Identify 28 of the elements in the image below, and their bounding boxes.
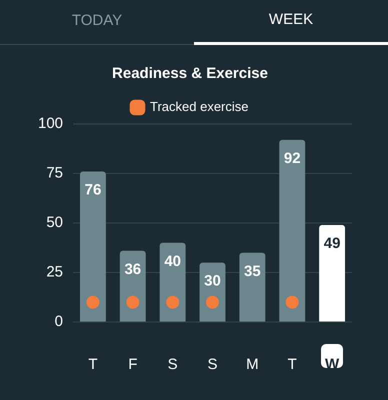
data-label: 49 [324,235,340,252]
bar [80,172,106,322]
data-label: 40 [164,252,182,270]
bar [120,250,146,322]
y-tick-label: 0 [54,313,64,330]
y-tick-label: 100 [38,115,64,132]
y-tick-label: 25 [46,264,64,281]
bar [160,242,186,322]
data-label: 36 [124,260,142,278]
y-tick-label: 75 [46,164,64,182]
x-tick-label: T [288,356,297,374]
data-label: 35 [244,262,261,280]
bar [239,252,266,322]
text: TODAY [0,0,194,45]
data-label: 76 [84,182,102,199]
x-tick-label: T [88,356,98,374]
data-label: 92 [284,150,301,167]
x-tick-label: F [128,356,138,374]
bar [279,140,306,322]
chart-title: Readiness & Exercise [112,65,268,82]
x-tick-label: M [246,356,259,374]
x-tick-label: S [208,356,218,374]
data-label: 30 [204,272,221,290]
legend-label: Tracked exercise [150,99,248,114]
bar [319,224,346,322]
y-tick-label: 50 [46,214,64,232]
x-tick-label: S [168,356,178,374]
text: WEEK [194,0,388,45]
